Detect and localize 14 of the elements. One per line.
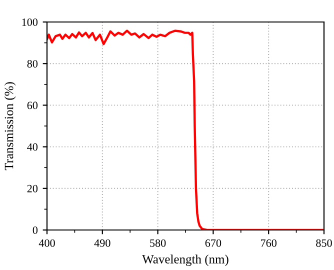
y-tick-label: 20 [27, 184, 38, 192]
x-axis-title: Wavelength (nm) [142, 254, 228, 266]
y-tick-label: 80 [27, 60, 38, 68]
x-tick-label: 670 [205, 239, 222, 247]
x-tick-label: 760 [261, 239, 277, 247]
x-tick-label: 850 [316, 239, 332, 247]
x-tick-label: 580 [150, 239, 166, 247]
y-axis-title: Transmission (%) [4, 82, 16, 170]
x-tick-label: 400 [38, 239, 55, 247]
x-tick-label: 490 [94, 239, 110, 247]
y-tick-label: 40 [27, 143, 38, 151]
y-tick-label: 100 [22, 18, 38, 26]
y-tick-label: 60 [27, 102, 38, 110]
y-tick-label: 0 [32, 226, 38, 234]
